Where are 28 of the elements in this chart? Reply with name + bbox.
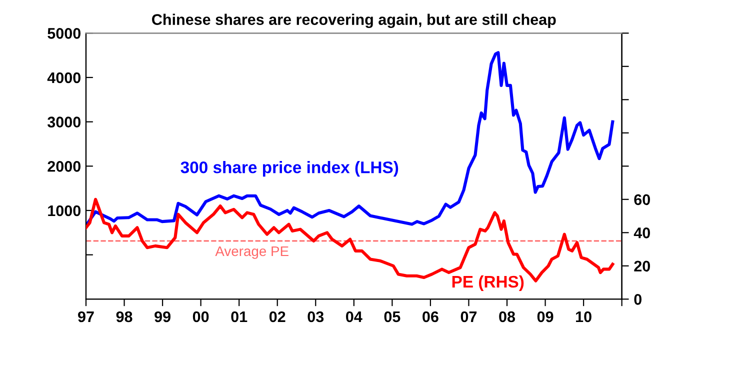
y2-tick-label: 40 bbox=[634, 228, 650, 238]
x-tick-label: 05 bbox=[384, 311, 400, 322]
series-label: 300 share price index (LHS) bbox=[180, 161, 398, 177]
y-tick-label: 3000 bbox=[47, 116, 81, 128]
x-tick-label: 09 bbox=[537, 311, 554, 322]
x-tick-label: 97 bbox=[78, 311, 94, 322]
y2-tick-label: 0 bbox=[634, 294, 642, 305]
y2-tick-label: 60 bbox=[634, 194, 650, 206]
x-tick-label: 02 bbox=[269, 311, 286, 322]
x-tick-label: 98 bbox=[116, 311, 132, 322]
y-tick-label: 5000 bbox=[48, 28, 81, 39]
x-tick-label: 99 bbox=[154, 311, 170, 322]
x-tick-label: 03 bbox=[308, 311, 324, 322]
line-series bbox=[86, 51, 614, 228]
x-tick-label: 06 bbox=[422, 311, 438, 322]
x-tick-label: 08 bbox=[499, 311, 516, 322]
x-tick-label: 04 bbox=[346, 311, 362, 322]
series-label: PE (RHS) bbox=[452, 275, 524, 291]
x-tick-label: 10 bbox=[576, 311, 592, 322]
y-tick-label: 1000 bbox=[48, 205, 81, 216]
y-tick-label: 4000 bbox=[47, 72, 81, 84]
ref-line-label: Average PE bbox=[215, 246, 288, 259]
x-tick-label: 07 bbox=[460, 311, 477, 322]
x-tick-label: 01 bbox=[231, 311, 248, 322]
y-tick-label: 2000 bbox=[48, 161, 81, 172]
chart-title: Chinese shares are recovering again, but are still cheap bbox=[152, 14, 556, 28]
y2-tick-label: 20 bbox=[634, 260, 650, 272]
x-tick-label: 00 bbox=[192, 311, 209, 322]
